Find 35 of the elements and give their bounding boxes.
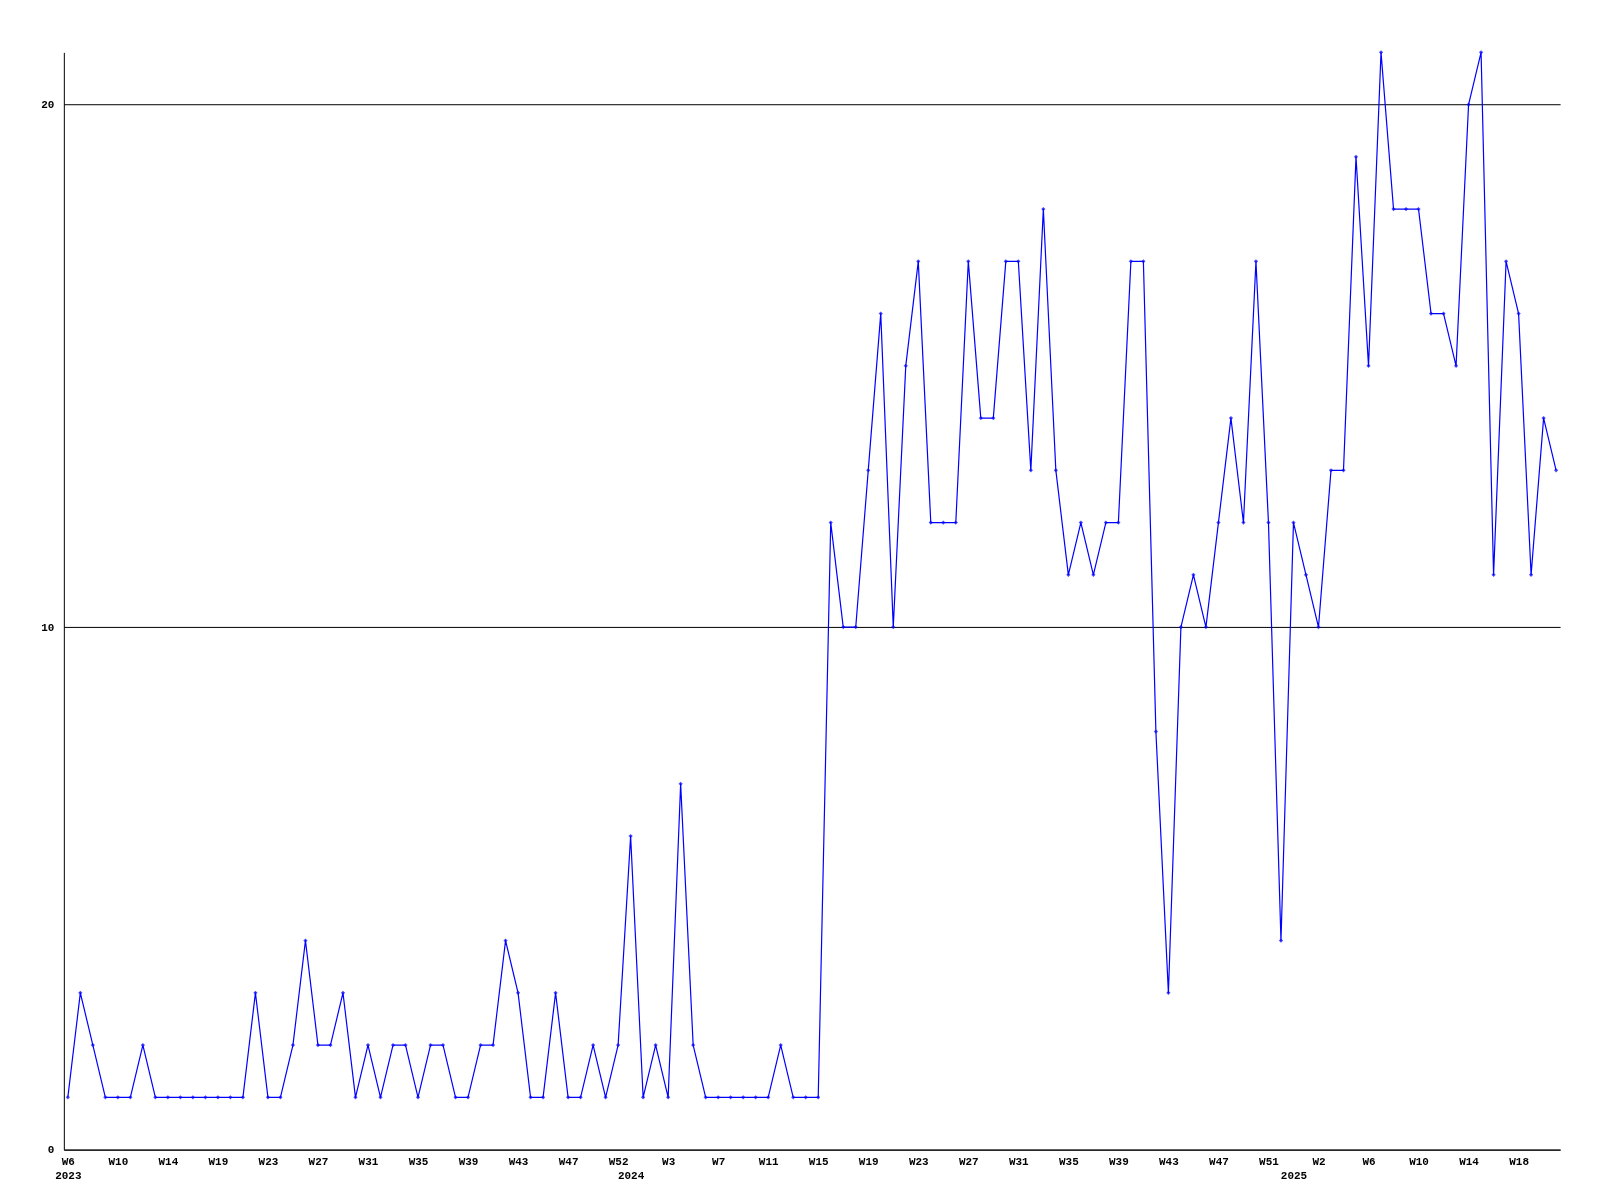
- x-tick-label: 2024: [617, 1170, 645, 1183]
- x-tick-label: W2: [1312, 1156, 1326, 1169]
- x-tick-label: W51: [1259, 1156, 1280, 1169]
- x-tick-label: W6 2023: [55, 1156, 82, 1183]
- x-tick-label: W27: [958, 1156, 979, 1169]
- x-tick-label: W3: [662, 1156, 676, 1169]
- x-tick-label: W19: [208, 1156, 229, 1169]
- x-tick-label: W27: [308, 1156, 329, 1169]
- x-tick-label: W14: [158, 1156, 179, 1169]
- x-tick-label: W47: [1209, 1156, 1229, 1169]
- x-tick-label: W15: [808, 1156, 830, 1169]
- x-tick-label: W7: [712, 1156, 726, 1169]
- y-tick-label: 0: [47, 1144, 55, 1157]
- x-tick-label: W43: [508, 1156, 529, 1169]
- x-tick-label: W31: [358, 1156, 379, 1169]
- y-tick-label: 10: [41, 621, 55, 634]
- x-tick-label: 2025: [1280, 1170, 1308, 1183]
- x-tick-label: W10: [1409, 1156, 1429, 1169]
- x-tick-label: W35: [408, 1156, 429, 1169]
- x-tick-label: W39: [1109, 1156, 1129, 1169]
- x-tick-label: W23: [258, 1156, 279, 1169]
- x-tick-label: W31: [1008, 1156, 1030, 1169]
- x-tick-label: W35: [1058, 1156, 1080, 1169]
- x-tick-label: W18: [1509, 1156, 1529, 1169]
- x-tick-label: W6: [1362, 1156, 1376, 1169]
- x-tick-label: W11: [758, 1156, 779, 1169]
- x-tick-label: W23: [908, 1156, 930, 1169]
- x-tick-label: W14: [1459, 1156, 1480, 1169]
- x-tick-label: W19: [858, 1156, 879, 1169]
- x-tick-label: W39: [458, 1156, 479, 1169]
- x-tick-label: W43: [1159, 1156, 1180, 1169]
- x-tick-label: W10: [108, 1156, 129, 1169]
- x-tick-label: W47: [558, 1156, 579, 1169]
- y-tick-label: 20: [41, 99, 55, 112]
- x-tick-label: W52: [608, 1156, 629, 1169]
